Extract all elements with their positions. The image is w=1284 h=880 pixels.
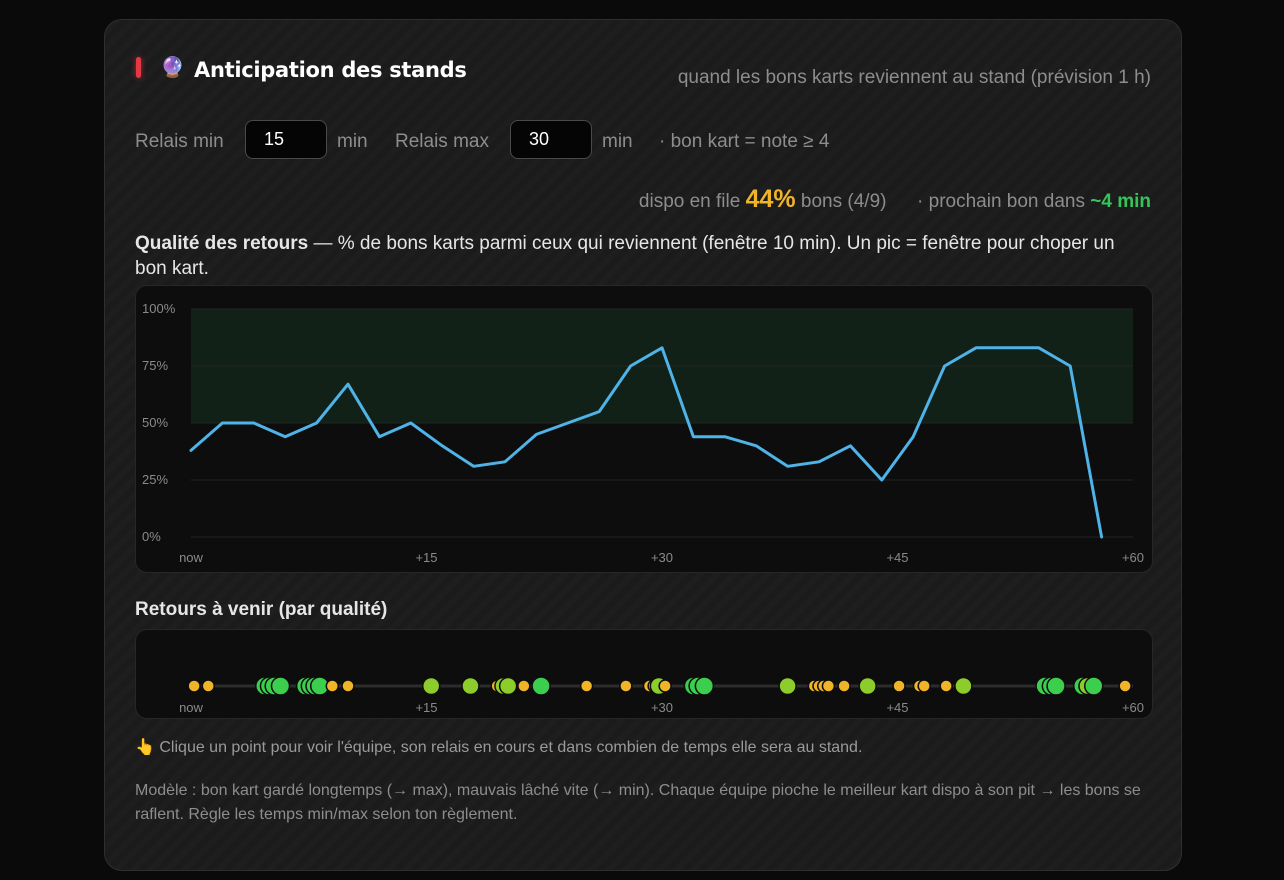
return-point-low[interactable] xyxy=(201,679,216,693)
card-subtitle: quand les bons karts reviennent au stand… xyxy=(677,67,1151,88)
return-point-low[interactable] xyxy=(821,679,836,693)
next-good-time: ~4 min xyxy=(1090,191,1151,212)
card-title: Anticipation des stands xyxy=(194,58,467,82)
return-point-low[interactable] xyxy=(341,679,355,693)
x-tick-label: +15 xyxy=(415,550,437,565)
next-good-prefix: · prochain bon dans xyxy=(917,191,1085,212)
return-point-ok[interactable] xyxy=(954,676,973,696)
return-point-low[interactable] xyxy=(658,679,672,693)
relais-min-label: Relais min xyxy=(135,131,224,152)
return-point-low[interactable] xyxy=(1118,679,1132,693)
return-point-good[interactable] xyxy=(694,676,715,696)
return-point-low[interactable] xyxy=(619,679,633,693)
return-point-low[interactable] xyxy=(325,679,340,693)
return-point-good[interactable] xyxy=(1084,676,1104,696)
queue-stats: dispo en file 44% bons (4/9) · prochain … xyxy=(639,185,1151,214)
accent-bar xyxy=(136,57,141,78)
timeline-tick-label: +45 xyxy=(886,700,908,715)
relais-max-unit: min xyxy=(602,131,633,152)
return-point-good[interactable] xyxy=(531,676,551,696)
chart-description: Qualité des retours — % de bons karts pa… xyxy=(135,231,1145,281)
relais-min-unit: min xyxy=(337,131,368,152)
click-hint-text: Clique un point pour voir l'équipe, son … xyxy=(159,739,863,756)
return-point-low[interactable] xyxy=(939,679,953,693)
return-point-low[interactable] xyxy=(517,679,531,693)
model-note: Modèle : bon kart gardé longtemps (→ max… xyxy=(135,782,1141,823)
pit-anticipation-card: 🔮 Anticipation des stands quand les bons… xyxy=(104,19,1182,871)
dispo-prefix: dispo en file xyxy=(638,191,741,212)
relais-min-input[interactable] xyxy=(245,120,327,159)
return-point-good[interactable] xyxy=(1046,676,1066,696)
good-karts-percentage: 44% xyxy=(745,185,796,213)
return-point-low[interactable] xyxy=(579,679,594,693)
return-quality-chart: 0% 25% 50% 75% 100% now +15 +30 +45 +60 xyxy=(135,285,1153,573)
return-point-low[interactable] xyxy=(917,679,931,693)
x-tick-label: now xyxy=(179,550,203,565)
pointing-hand-icon: 👆 xyxy=(135,739,155,756)
dispo-suffix: bons (4/9) xyxy=(800,191,887,212)
quality-series-line xyxy=(189,346,1104,539)
good-kart-rule-note: · bon kart = note ≥ 4 xyxy=(659,131,830,152)
x-tick-label: +30 xyxy=(651,550,673,565)
relais-max-input[interactable] xyxy=(510,120,592,159)
x-tick-label: +60 xyxy=(1122,550,1144,565)
return-point-ok[interactable] xyxy=(858,676,877,696)
return-point-ok[interactable] xyxy=(498,676,518,696)
chart-description-text: — % de bons karts parmi ceux qui revienn… xyxy=(135,233,1115,279)
y-tick-label: 25% xyxy=(142,472,168,487)
x-tick-label: +45 xyxy=(886,550,908,565)
return-point-ok[interactable] xyxy=(461,676,480,696)
y-tick-label: 100% xyxy=(142,301,176,316)
click-hint: 👆 Clique un point pour voir l'équipe, so… xyxy=(135,737,862,757)
return-point-low[interactable] xyxy=(837,679,851,693)
returns-timeline-svg: now +15 +30 +45 +60 xyxy=(179,676,1144,715)
timeline-tick-label: +15 xyxy=(415,700,437,715)
chart-description-bold: Qualité des retours xyxy=(135,233,309,254)
returns-section-title: Retours à venir (par qualité) xyxy=(135,599,388,620)
return-point-low[interactable] xyxy=(892,679,906,693)
timeline-tick-label: now xyxy=(179,700,203,715)
return-point-ok[interactable] xyxy=(778,676,797,696)
return-point-low[interactable] xyxy=(187,679,201,693)
y-tick-label: 50% xyxy=(142,415,168,430)
return-point-ok[interactable] xyxy=(421,676,441,696)
return-point-good[interactable] xyxy=(270,676,291,696)
crystal-ball-icon: 🔮 xyxy=(160,57,185,79)
y-tick-label: 0% xyxy=(142,529,161,544)
timeline-tick-label: +30 xyxy=(651,700,673,715)
relais-max-label: Relais max xyxy=(395,131,489,152)
timeline-tick-label: +60 xyxy=(1122,700,1144,715)
y-tick-label: 75% xyxy=(142,358,168,373)
return-quality-svg: 0% 25% 50% 75% 100% now +15 +30 +45 +60 xyxy=(142,301,1144,565)
returns-timeline: now +15 +30 +45 +60 xyxy=(135,629,1153,719)
